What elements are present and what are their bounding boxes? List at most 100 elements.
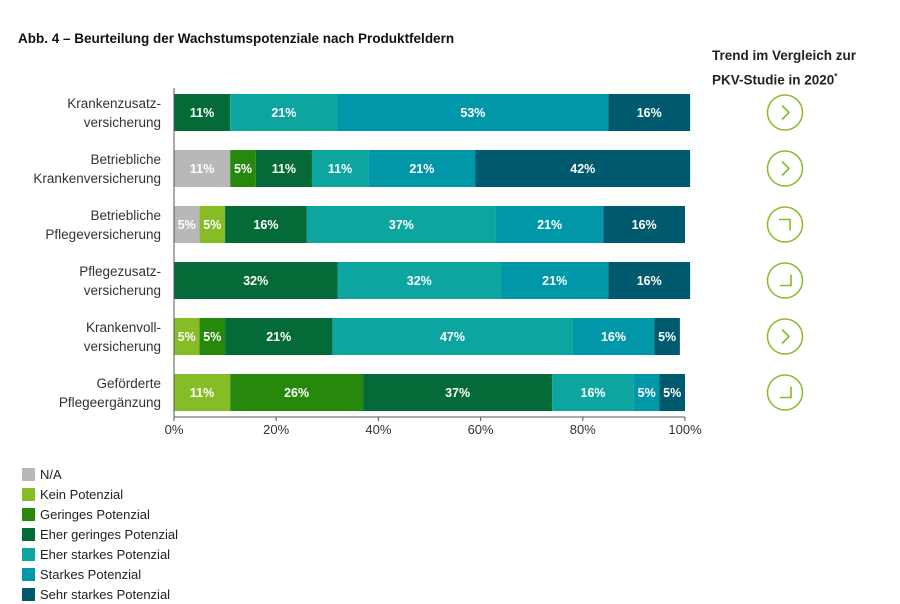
trend-arrow-down-right-icon xyxy=(780,274,792,287)
trend-header-line2: PKV-Studie in 2020 xyxy=(712,72,835,88)
trend-circle-icon xyxy=(766,94,804,131)
chart-title: Abb. 4 – Beurteilung der Wachstumspotenz… xyxy=(18,31,455,46)
data-label: 16% xyxy=(601,330,626,344)
data-label: 16% xyxy=(253,218,278,232)
data-label: 42% xyxy=(570,162,595,176)
trend-arrow-right-icon xyxy=(781,160,791,177)
bar-segment xyxy=(337,262,502,299)
legend-label: Eher geringes Potenzial xyxy=(40,526,179,542)
legend-item: Geringes Potenzial xyxy=(22,504,178,524)
data-label: 21% xyxy=(542,274,567,288)
data-label: 21% xyxy=(537,218,562,232)
legend-swatch xyxy=(22,507,35,521)
bar-segment xyxy=(608,94,691,131)
legend-label: Eher starkes Potenzial xyxy=(40,546,171,562)
data-label: 26% xyxy=(284,386,309,400)
data-label: 21% xyxy=(409,162,434,176)
data-label: 37% xyxy=(389,218,414,232)
data-label: 5% xyxy=(234,162,252,176)
trend-arrow-up-right-icon xyxy=(779,218,791,231)
data-label: 5% xyxy=(178,330,196,344)
bar-segment xyxy=(337,94,609,131)
trend-circle-icon xyxy=(766,206,804,243)
x-tick-label: 100% xyxy=(668,422,702,437)
bar-segment xyxy=(654,318,680,355)
trend-circle-icon xyxy=(766,374,804,411)
bar-segment xyxy=(311,150,369,187)
trend-footnote-mark: * xyxy=(834,72,838,81)
bar-segment xyxy=(306,206,496,243)
bar-segment xyxy=(174,318,200,355)
bar-segment xyxy=(255,150,312,187)
bar-segment xyxy=(475,150,691,187)
trend-header: Trend im Vergleich zur PKV-Studie in 202… xyxy=(712,45,892,91)
bar-segment xyxy=(603,206,685,243)
bar-segment xyxy=(230,94,338,131)
legend-item: N/A xyxy=(22,464,178,484)
data-label: 32% xyxy=(243,274,268,288)
legend-label: Sehr starkes Potenzial xyxy=(40,586,171,602)
trend-header-line1: Trend im Vergleich zur xyxy=(712,48,857,63)
data-label: 16% xyxy=(637,106,662,120)
bar-segment xyxy=(199,206,226,243)
data-label: 11% xyxy=(190,162,214,176)
legend-label: Starkes Potenzial xyxy=(40,566,142,582)
category-label: Betriebliche xyxy=(90,208,161,223)
bar-segment xyxy=(608,262,691,299)
x-tick-label: 80% xyxy=(570,422,596,437)
bar-segment xyxy=(659,374,685,411)
data-label: 5% xyxy=(203,218,221,232)
data-label: 11% xyxy=(190,386,214,400)
trend-arrow-down-right-icon xyxy=(780,386,792,399)
legend-swatch xyxy=(22,527,35,541)
bar-segment xyxy=(174,262,338,299)
data-label: 11% xyxy=(272,162,296,176)
legend-swatch xyxy=(22,567,35,581)
bar-segment xyxy=(633,374,660,411)
legend-label: Geringes Potenzial xyxy=(40,506,150,522)
bar-segment xyxy=(174,94,231,131)
legend-item: Starkes Potenzial xyxy=(22,564,178,584)
data-label: 32% xyxy=(407,274,432,288)
data-label: 37% xyxy=(445,386,470,400)
legend-label: Kein Potenzial xyxy=(40,486,124,502)
data-label: 21% xyxy=(271,106,296,120)
bar-segment xyxy=(225,318,333,355)
category-label: Betriebliche xyxy=(90,152,161,167)
trend-arrow-right-icon xyxy=(781,328,791,345)
data-label: 5% xyxy=(178,218,196,232)
chart-legend: N/A Kein Potenzial Geringes Potenzial Eher … xyxy=(22,464,178,604)
bar-segment xyxy=(572,318,655,355)
data-label: 5% xyxy=(663,386,681,400)
trend-circle-icon xyxy=(766,318,804,355)
bar-segment xyxy=(501,262,609,299)
trend-circle-icon xyxy=(766,150,804,187)
legend-swatch xyxy=(22,487,35,501)
legend-item: Sehr starkes Potenzial xyxy=(22,584,178,604)
data-label: 16% xyxy=(632,218,657,232)
legend-swatch xyxy=(22,587,35,601)
x-tick-label: 40% xyxy=(365,422,391,437)
data-label: 5% xyxy=(638,386,656,400)
data-label: 21% xyxy=(266,330,291,344)
category-label: versicherung xyxy=(84,339,161,354)
category-label: Krankenvoll- xyxy=(86,320,161,335)
category-label: Krankenzusatz- xyxy=(67,96,161,111)
legend-label: N/A xyxy=(40,466,62,482)
legend-item: Eher geringes Potenzial xyxy=(22,524,178,544)
bar-segment xyxy=(332,318,573,355)
data-label: 11% xyxy=(328,162,352,176)
x-tick-label: 20% xyxy=(263,422,289,437)
trend-arrow-right-icon xyxy=(781,104,791,121)
legend-swatch xyxy=(22,547,35,561)
category-label: versicherung xyxy=(84,115,161,130)
bar-segment xyxy=(552,374,634,411)
bar-segment xyxy=(230,150,256,187)
category-label: Pflegezusatz- xyxy=(79,264,161,279)
legend-item: Eher starkes Potenzial xyxy=(22,544,178,564)
legend-item: Kein Potenzial xyxy=(22,484,178,504)
bar-segment xyxy=(199,318,226,355)
data-label: 53% xyxy=(460,106,485,120)
bar-segment xyxy=(174,206,200,243)
